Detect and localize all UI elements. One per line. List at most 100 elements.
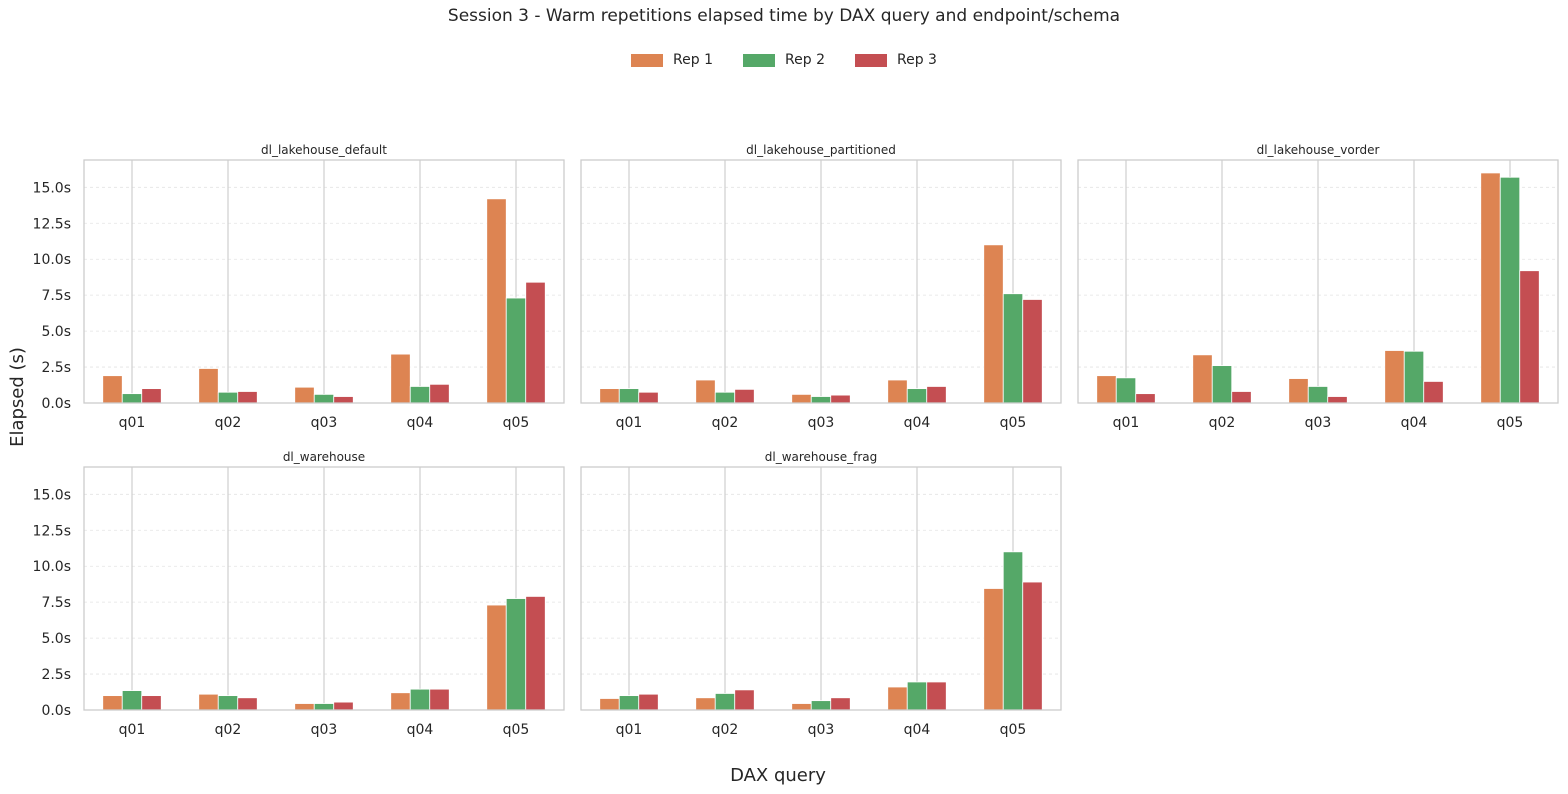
- legend-item-rep2: Rep 2: [743, 52, 825, 68]
- x-tick-label: q02: [215, 415, 242, 431]
- x-tick-label: q01: [119, 415, 146, 431]
- bar-dl_lakehouse_vorder-rep3-q02: [1231, 391, 1252, 404]
- x-tick-label: q02: [215, 722, 242, 738]
- x-tick-label: q05: [1497, 415, 1524, 431]
- bar-dl_warehouse_frag-rep3-q04: [926, 681, 947, 711]
- panel-frame: [83, 466, 565, 711]
- bar-dl_lakehouse_default-rep3-q04: [429, 383, 450, 404]
- bar-dl_lakehouse_vorder-rep2-q04: [1403, 350, 1425, 404]
- x-tick-label: q02: [712, 722, 739, 738]
- bar-dl_lakehouse_default-rep3-q02: [237, 391, 258, 404]
- bar-dl_lakehouse_default-rep2-q03: [313, 393, 335, 404]
- legend-item-rep1: Rep 1: [631, 52, 713, 68]
- bar-dl_warehouse_frag-rep2-q04: [906, 681, 928, 711]
- y-tick-label: 0.0s: [41, 703, 71, 719]
- legend-label-rep2: Rep 2: [785, 52, 825, 68]
- bar-dl_lakehouse_vorder-rep3-q04: [1423, 381, 1444, 404]
- bar-dl_warehouse_frag-rep2-q03: [810, 700, 832, 711]
- bar-dl_lakehouse_vorder-rep1-q03: [1288, 378, 1309, 404]
- bar-dl_lakehouse_default-rep2-q05: [505, 297, 527, 404]
- bar-dl_lakehouse_partitioned-rep1-q03: [791, 393, 812, 404]
- bar-dl_lakehouse_vorder-rep2-q01: [1115, 377, 1137, 404]
- x-tick-label: q01: [1113, 415, 1140, 431]
- bar-dl_warehouse-rep1-q03: [294, 703, 315, 711]
- y-tick-label: 7.5s: [41, 288, 71, 304]
- bar-dl_lakehouse_default-rep2-q01: [121, 393, 143, 404]
- bar-dl_warehouse-rep2-q01: [121, 690, 143, 711]
- y-tick-label: 10.0s: [33, 559, 71, 575]
- y-tick-label: 15.0s: [33, 487, 71, 503]
- legend-label-rep1: Rep 1: [673, 52, 714, 68]
- bar-dl_lakehouse_default-rep2-q02: [217, 391, 239, 404]
- bar-dl_warehouse_frag-rep2-q01: [618, 695, 640, 711]
- x-tick-label: q03: [1305, 415, 1332, 431]
- x-tick-label: q03: [311, 722, 338, 738]
- bar-dl_warehouse-rep3-q05: [525, 596, 546, 711]
- bar-dl_lakehouse_partitioned-rep2-q03: [810, 396, 832, 404]
- bar-dl_warehouse_frag-rep1-q04: [887, 686, 908, 711]
- legend-swatch-rep2: [743, 53, 776, 67]
- x-tick-label: q04: [904, 722, 931, 738]
- bar-dl_lakehouse_vorder-rep2-q02: [1211, 365, 1233, 404]
- panel-title: dl_warehouse_frag: [765, 450, 878, 464]
- x-tick-label: q05: [503, 415, 530, 431]
- bar-dl_lakehouse_partitioned-rep3-q03: [830, 394, 851, 404]
- legend-swatch-rep1: [631, 53, 664, 67]
- y-axis-label: Elapsed (s): [7, 347, 28, 447]
- x-tick-label: q04: [904, 415, 931, 431]
- bar-dl_warehouse_frag-rep3-q01: [638, 693, 659, 711]
- bar-dl_warehouse_frag-rep1-q05: [983, 588, 1004, 711]
- legend-item-rep3: Rep 3: [854, 52, 937, 68]
- bar-dl_warehouse_frag-rep3-q03: [830, 697, 851, 711]
- bar-dl_lakehouse_partitioned-rep3-q04: [926, 386, 947, 404]
- panel-title: dl_lakehouse_default: [261, 143, 387, 157]
- bar-dl_lakehouse_partitioned-rep1-q01: [599, 388, 620, 404]
- bar-dl_lakehouse_partitioned-rep3-q01: [638, 391, 659, 404]
- bar-dl_lakehouse_vorder-rep2-q03: [1307, 386, 1329, 404]
- x-tick-label: q03: [808, 415, 835, 431]
- y-tick-label: 2.5s: [41, 667, 71, 683]
- bar-dl_lakehouse_partitioned-rep2-q05: [1002, 293, 1024, 404]
- y-tick-label: 12.5s: [33, 216, 71, 232]
- bar-dl_lakehouse_default-rep1-q02: [198, 368, 219, 404]
- x-tick-label: q03: [808, 722, 835, 738]
- x-tick-label: q02: [1209, 415, 1236, 431]
- chart-title: Session 3 - Warm repetitions elapsed tim…: [447, 6, 1121, 26]
- panel-frame: [1077, 159, 1559, 404]
- bar-dl_lakehouse_partitioned-rep3-q05: [1022, 299, 1043, 404]
- panel-frame: [580, 159, 1062, 404]
- y-tick-label: 5.0s: [41, 631, 71, 647]
- bar-dl_lakehouse_partitioned-rep1-q02: [695, 379, 716, 404]
- x-tick-label: q04: [407, 722, 434, 738]
- bar-dl_lakehouse_partitioned-rep1-q04: [887, 379, 908, 404]
- x-tick-label: q05: [1000, 722, 1027, 738]
- bar-dl_lakehouse_vorder-rep1-q02: [1192, 354, 1213, 404]
- bar-dl_lakehouse_default-rep1-q05: [486, 198, 507, 404]
- bar-dl_lakehouse_vorder-rep1-q01: [1096, 375, 1117, 404]
- bar-dl_lakehouse_vorder-rep3-q01: [1135, 393, 1156, 404]
- x-tick-label: q05: [1000, 415, 1027, 431]
- bar-dl_warehouse-rep1-q05: [486, 604, 507, 711]
- bar-dl_lakehouse_partitioned-rep2-q04: [906, 388, 928, 404]
- bar-dl_warehouse_frag-rep1-q01: [599, 698, 620, 711]
- x-tick-label: q04: [1401, 415, 1428, 431]
- bar-dl_lakehouse_partitioned-rep1-q05: [983, 244, 1004, 404]
- panel-frame: [580, 466, 1062, 711]
- bar-dl_warehouse-rep3-q02: [237, 697, 258, 711]
- bar-dl_warehouse-rep2-q02: [217, 695, 239, 711]
- bar-dl_lakehouse_default-rep2-q04: [409, 386, 431, 404]
- y-tick-label: 10.0s: [33, 252, 71, 268]
- x-tick-label: q01: [119, 722, 146, 738]
- y-tick-label: 15.0s: [33, 180, 71, 196]
- bar-dl_warehouse_frag-rep3-q05: [1022, 581, 1043, 711]
- legend-swatch-rep3: [854, 53, 887, 67]
- bar-dl_lakehouse_vorder-rep2-q05: [1499, 176, 1521, 404]
- bar-dl_warehouse-rep3-q03: [333, 701, 354, 711]
- y-tick-label: 7.5s: [41, 595, 71, 611]
- x-tick-label: q04: [407, 415, 434, 431]
- x-tick-label: q01: [616, 415, 643, 431]
- legend: Rep 1 Rep 2 Rep 3: [0, 52, 1568, 68]
- bar-dl_warehouse_frag-rep2-q05: [1002, 551, 1024, 711]
- panel-title: dl_lakehouse_partitioned: [746, 143, 896, 157]
